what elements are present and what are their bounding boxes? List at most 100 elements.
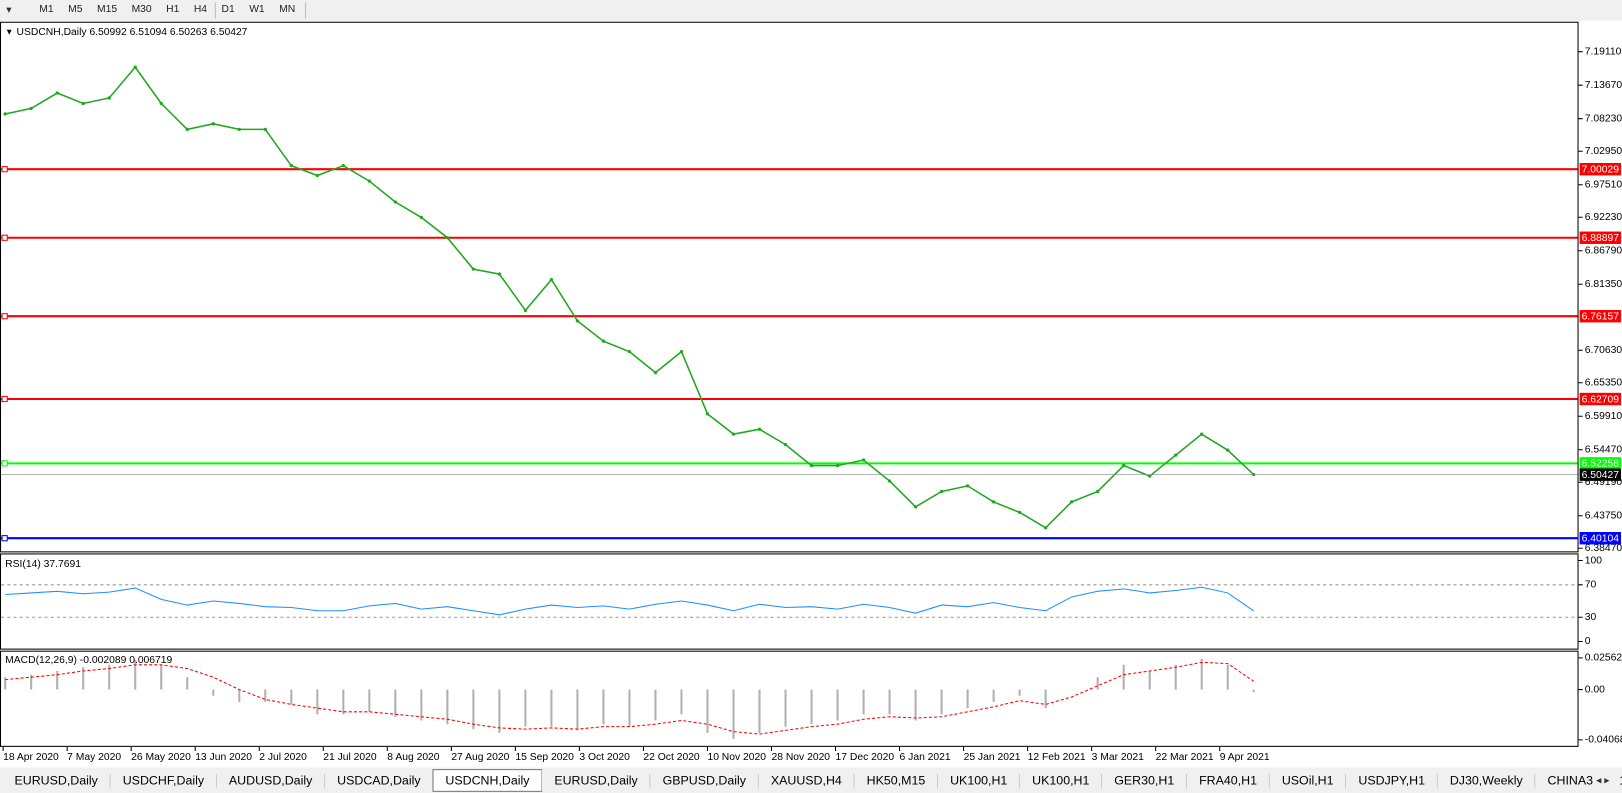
y-tick-label: 30 — [1585, 612, 1597, 623]
level-price-label: 6.88897 — [1582, 233, 1620, 244]
tab-label[interactable]: EURUSD,Daily — [554, 773, 638, 787]
indicator-value: 37.7691 — [44, 559, 82, 570]
tab[interactable] — [758, 769, 855, 792]
tab[interactable] — [650, 769, 759, 792]
tab-label[interactable]: HK50,M15 — [867, 773, 926, 787]
price-point — [887, 479, 892, 483]
price-point — [1043, 526, 1048, 530]
chart-header: USDCNH,Daily 6.50992 6.51094 6.50263 6.5… — [17, 27, 248, 38]
price-panel — [0, 21, 1579, 553]
tab-label[interactable]: USDCAD,Daily — [337, 773, 421, 787]
tab-label[interactable]: FRA40,H1 — [1199, 773, 1257, 787]
y-tick-label: 70 — [1585, 580, 1597, 591]
price-point — [497, 272, 502, 276]
price-point — [627, 349, 632, 354]
tab-scroll[interactable] — [1593, 771, 1620, 791]
y-tick-label: 7.13670 — [1585, 80, 1622, 91]
y-tick-label: 0.025623 — [1585, 653, 1622, 664]
price-point — [523, 308, 528, 313]
y-tick-label: 6.86790 — [1585, 245, 1622, 256]
tab[interactable] — [1269, 769, 1346, 792]
tab-label[interactable]: USOil,H1 — [1282, 773, 1334, 787]
time-label: 8 Aug 2020 — [387, 752, 440, 763]
y-tick-label: 100 — [1585, 555, 1602, 566]
time-label: 10 Nov 2020 — [707, 752, 766, 763]
y-tick-label: 6.43750 — [1585, 510, 1622, 521]
timeframe-button[interactable]: MN — [279, 4, 295, 15]
tab-label[interactable]: USDCNH,Daily — [445, 773, 530, 787]
tab[interactable] — [432, 769, 543, 792]
tab-label[interactable]: AUDUSD,Daily — [229, 773, 313, 787]
last-price-label: 6.50427 — [1582, 470, 1620, 481]
y-tick-label: 6.92230 — [1585, 212, 1622, 223]
tab[interactable] — [1186, 769, 1270, 792]
tab-label[interactable]: UK100,H1 — [1032, 773, 1089, 787]
tab-label[interactable]: GER30,H1 — [1114, 773, 1174, 787]
tab[interactable] — [1437, 769, 1536, 792]
price-point — [861, 458, 866, 462]
tab[interactable] — [1101, 769, 1187, 792]
level-price-box — [1579, 231, 1621, 244]
collapse-icon: ▼ — [5, 27, 13, 36]
y-tick-label: 0.00 — [1585, 684, 1605, 695]
time-label: 9 Apr 2021 — [1220, 752, 1270, 763]
tab-label[interactable]: DJ30,Weekly — [1450, 773, 1524, 787]
time-label: 25 Jan 2021 — [964, 752, 1021, 763]
timeframe-button[interactable]: W1 — [249, 4, 265, 15]
tab[interactable] — [2, 769, 111, 792]
level-price-box — [1579, 309, 1621, 323]
tab[interactable] — [937, 769, 1020, 792]
price-point — [133, 65, 137, 69]
tab-label[interactable]: GBPUSD,Daily — [663, 773, 747, 787]
tab[interactable] — [1345, 769, 1438, 792]
price-point — [1148, 474, 1152, 478]
tab[interactable] — [1019, 769, 1102, 792]
tab-label[interactable]: USDCHF,Daily — [123, 773, 205, 787]
timeframe-button[interactable]: D1 — [222, 4, 235, 15]
price-point — [1096, 489, 1100, 494]
tab-label[interactable]: EURUSD,Daily — [14, 773, 98, 787]
price-point — [913, 505, 918, 509]
price-point — [991, 500, 996, 504]
tab[interactable] — [324, 769, 433, 792]
signal-line — [5, 661, 1255, 735]
time-label: 13 Jun 2020 — [195, 752, 252, 763]
tab-label[interactable]: USDJPY,H1 — [1358, 773, 1425, 787]
y-tick-label: 6.81350 — [1585, 279, 1622, 290]
timeframe-button[interactable]: H1 — [166, 4, 179, 15]
indicator-value: 0.006719 — [129, 655, 172, 666]
price-point — [1122, 463, 1126, 468]
ohlc-value: 6.50992 — [89, 27, 127, 38]
tab[interactable] — [854, 769, 938, 792]
timeframe-button[interactable]: H4 — [194, 4, 207, 15]
macd-panel — [0, 650, 1579, 747]
timeframe-button[interactable]: M15 — [97, 4, 117, 15]
level-price-label: 6.40104 — [1582, 533, 1620, 544]
price-point — [1070, 500, 1074, 504]
tab[interactable] — [541, 769, 651, 792]
price-point — [965, 484, 970, 488]
price-point — [81, 101, 85, 106]
level-price-label: 6.76157 — [1582, 311, 1620, 322]
y-tick-label: 6.59910 — [1585, 411, 1622, 422]
ohlc-value: 6.51094 — [130, 27, 168, 38]
time-label: 6 Jan 2021 — [900, 752, 951, 763]
price-point — [341, 164, 345, 168]
tab[interactable] — [110, 769, 217, 792]
tab[interactable] — [216, 769, 325, 792]
ohlc-value: 6.50427 — [210, 27, 248, 38]
level-marker — [1, 166, 8, 173]
timeframe-button[interactable]: M1 — [39, 4, 54, 15]
level-marker — [1, 535, 8, 542]
timeframe-button[interactable]: M30 — [132, 4, 152, 15]
toolbar — [0, 0, 1622, 21]
tab-label[interactable]: UK100,H1 — [950, 773, 1007, 787]
y-tick-label: 7.02950 — [1585, 146, 1622, 157]
time-label: 26 May 2020 — [131, 752, 191, 763]
tab-scroll-arrows: ◂ ▸ — [1596, 776, 1609, 787]
price-point — [367, 179, 371, 183]
tab-label[interactable]: XAUUSD,H4 — [771, 773, 842, 787]
indicator-header: MACD(12,26,9) -0.002089 0.006719 — [5, 655, 172, 666]
level-price-box — [1579, 532, 1621, 545]
timeframe-button[interactable]: M5 — [68, 4, 83, 15]
